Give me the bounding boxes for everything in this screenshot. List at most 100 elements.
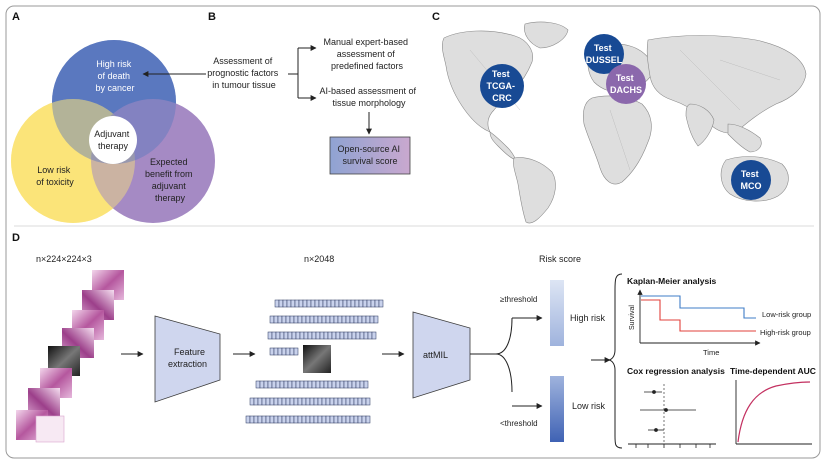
feature-cell (282, 299, 288, 308)
venn-diagram: High risk of death by cancer Low risk of… (11, 40, 215, 223)
above-threshold-label: ≥threshold (500, 295, 537, 304)
badge-tcga: Test TCGA- CRC (480, 64, 524, 108)
feature-cell (301, 415, 307, 424)
feature-cell (273, 415, 279, 424)
feature-cell (287, 331, 293, 340)
high-risk-label: High risk (570, 313, 606, 323)
feature-cell (351, 331, 357, 340)
attmil-label: attMIL (423, 350, 448, 360)
feature-cell (281, 397, 287, 406)
feature-cell (369, 315, 375, 324)
km-xlabel: Time (703, 348, 719, 357)
analysis-brace (607, 273, 623, 449)
feature-cell (325, 415, 331, 424)
feature-cell (315, 331, 321, 340)
feature-cell (255, 380, 261, 389)
tile (35, 415, 65, 443)
figure-frame (5, 5, 821, 459)
feature-cell (366, 299, 372, 308)
feature-cell (289, 397, 295, 406)
feature-cell (275, 331, 281, 340)
panel-label-c: C (432, 11, 440, 23)
feature-cell (271, 331, 277, 340)
feature-cell (291, 380, 297, 389)
feature-cell (257, 397, 263, 406)
km-high-group-label: High-risk group (760, 328, 811, 337)
feature-cell (345, 315, 351, 324)
feature-cell (311, 331, 317, 340)
ai-survival-score-box (329, 136, 411, 175)
feature-cell (357, 415, 363, 424)
feature-cell (325, 397, 331, 406)
feature-cell (277, 315, 283, 324)
feature-cell (249, 415, 255, 424)
input-dims-label: n×224×224×3 (36, 254, 92, 264)
feature-extraction-block (154, 315, 221, 403)
feature-cell (307, 380, 313, 389)
feature-cell (347, 331, 353, 340)
feature-cell (353, 315, 359, 324)
feature-cell (307, 331, 313, 340)
low-risk-bar (550, 376, 564, 442)
km-low-risk-curve (641, 295, 756, 319)
feature-cell (365, 415, 371, 424)
feature-cell (317, 415, 323, 424)
feature-cell (317, 315, 323, 324)
badge-tcga-label: Test TCGA- CRC (486, 69, 517, 103)
feature-cell (349, 415, 355, 424)
venn-label-benefit: Expected benefit from adjuvant therapy (145, 157, 195, 203)
feature-cell (299, 331, 305, 340)
feature-cell (295, 380, 301, 389)
feature-cell (299, 380, 305, 389)
feature-cell (269, 347, 275, 356)
feature-cell (285, 347, 291, 356)
feature-cell (374, 299, 380, 308)
feature-cell (281, 347, 287, 356)
feature-thumbnail (303, 345, 331, 373)
panel-label-b: B (208, 11, 216, 23)
feature-cell (353, 397, 359, 406)
feature-cell (349, 397, 355, 406)
km-title: Kaplan-Meier analysis (627, 276, 717, 286)
feature-cell (329, 315, 335, 324)
feature-cell (249, 397, 255, 406)
feature-cell (339, 331, 345, 340)
feature-cell (333, 415, 339, 424)
badge-dussel-label: Test DUSSEL (586, 43, 623, 65)
feature-cell (289, 315, 295, 324)
feature-cell (286, 299, 292, 308)
feature-cell (358, 299, 364, 308)
feature-cell (309, 415, 315, 424)
feature-cell (261, 415, 267, 424)
feature-cell (326, 299, 332, 308)
feature-cell (305, 397, 311, 406)
branch-bracket (288, 48, 299, 98)
feature-dims-label: n×2048 (304, 254, 334, 264)
feature-cell (329, 397, 335, 406)
feature-cell (297, 397, 303, 406)
feature-cell (301, 397, 307, 406)
feature-cell (371, 331, 377, 340)
feature-cell (342, 299, 348, 308)
feature-cell (337, 315, 343, 324)
badge-dachs: Test DACHS (606, 64, 646, 104)
feature-cell (363, 380, 369, 389)
africa-shape (582, 95, 652, 185)
feature-cell (350, 299, 356, 308)
feature-cell (353, 415, 359, 424)
feature-cell (283, 331, 289, 340)
feature-cell (349, 315, 355, 324)
feature-cell (305, 415, 311, 424)
assessment-label: Assessment of prognostic factors in tumo… (207, 56, 281, 90)
feature-cell (330, 299, 336, 308)
feature-cell (341, 397, 347, 406)
feature-cell (301, 315, 307, 324)
feature-cell (331, 380, 337, 389)
feature-cell (323, 331, 329, 340)
feature-cell (363, 331, 369, 340)
feature-cell (273, 315, 279, 324)
auc-title: Time-dependent AUC (730, 366, 816, 376)
feature-cell (322, 299, 328, 308)
feature-cell (309, 397, 315, 406)
feature-cell (343, 331, 349, 340)
